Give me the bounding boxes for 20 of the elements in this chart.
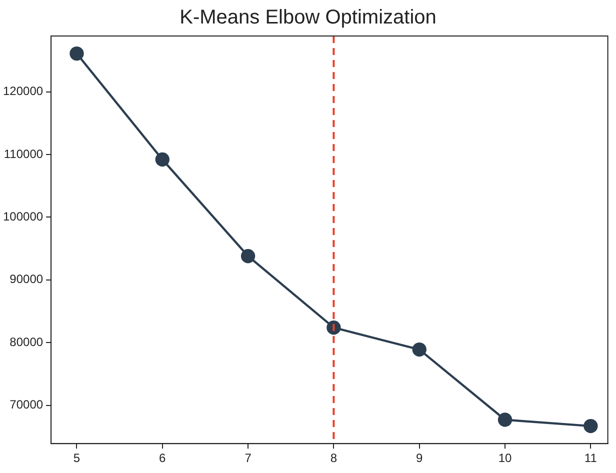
point (240, 249, 256, 264)
x-tick-label: 5 (73, 451, 80, 466)
point (155, 152, 170, 167)
x-tick-label: 7 (244, 451, 252, 466)
point (70, 46, 84, 61)
y-tick-label: 70000 (10, 398, 44, 412)
point (498, 412, 512, 427)
point (584, 418, 598, 434)
x-tick-label: 6 (159, 451, 166, 466)
x-tick-label: 8 (330, 451, 338, 466)
x-tick-label: 9 (416, 451, 424, 466)
y-tick-label: 100000 (2, 210, 44, 224)
y-tick-label: 120000 (2, 84, 44, 98)
point (412, 342, 426, 357)
y-tick-label: 80000 (10, 334, 44, 349)
chart-title: K-Means Elbow Optimization (180, 6, 436, 29)
x-tick-label: 11 (584, 451, 598, 466)
x-tick-label: 10 (498, 451, 512, 466)
y-tick-label: 90000 (10, 272, 44, 286)
y-tick-label: 110000 (4, 146, 44, 161)
